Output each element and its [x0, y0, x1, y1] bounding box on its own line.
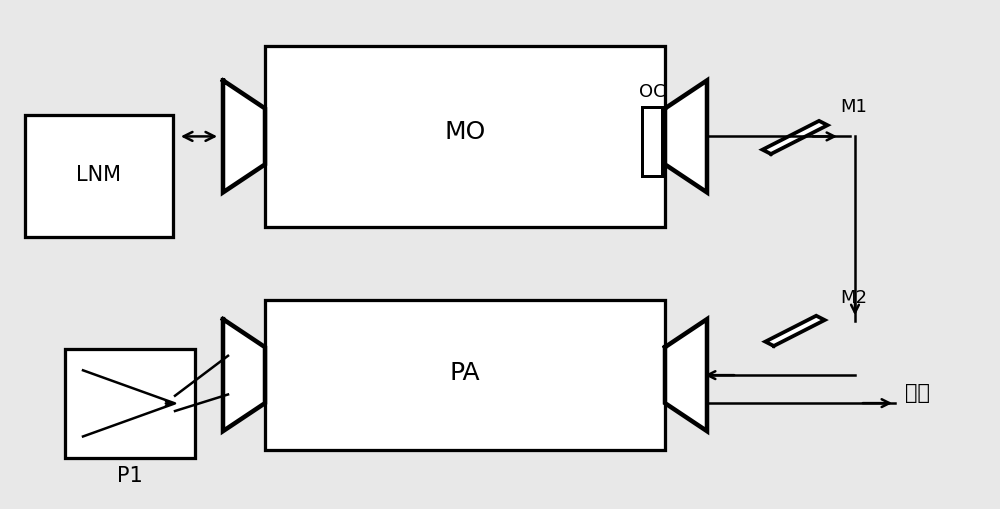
- Text: 输出: 输出: [905, 383, 930, 403]
- Bar: [642, 107, 662, 176]
- Text: OC: OC: [639, 82, 665, 101]
- Polygon shape: [223, 80, 265, 192]
- Text: MO: MO: [444, 120, 486, 145]
- Polygon shape: [765, 316, 825, 346]
- Polygon shape: [762, 121, 828, 154]
- Text: PA: PA: [450, 360, 480, 385]
- Text: M2: M2: [840, 289, 867, 307]
- Bar: [265, 300, 665, 450]
- Polygon shape: [665, 80, 707, 192]
- Polygon shape: [665, 319, 707, 431]
- Text: M1: M1: [840, 98, 867, 116]
- Bar: [265, 46, 665, 227]
- Text: P1: P1: [117, 466, 143, 486]
- Bar: [25, 115, 173, 237]
- Text: LNM: LNM: [76, 164, 122, 185]
- Bar: [65, 349, 195, 458]
- Polygon shape: [223, 319, 265, 431]
